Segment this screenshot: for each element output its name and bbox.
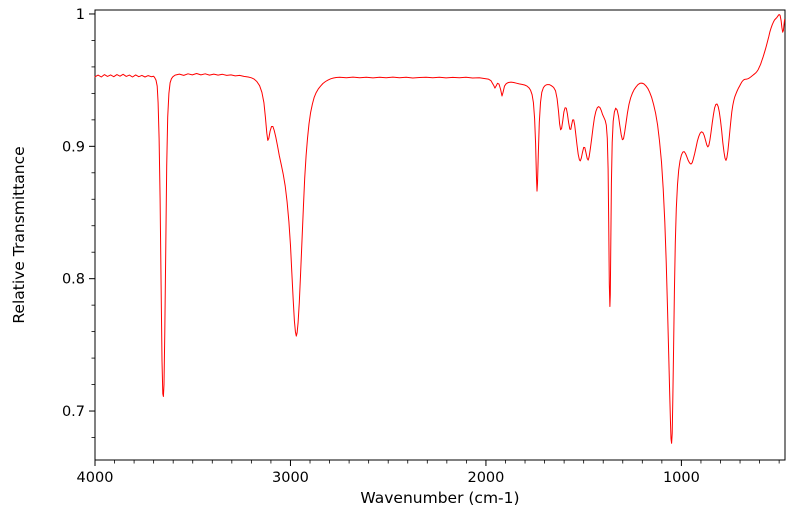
y-tick-label: 1 (76, 7, 85, 23)
x-tick-label: 3000 (272, 470, 309, 486)
spectrum-line (94, 14, 786, 444)
x-axis-label: Wavenumber (cm-1) (360, 489, 520, 507)
y-tick-label: 0.9 (62, 139, 85, 155)
y-axis-label: Relative Transmittance (10, 146, 28, 324)
x-tick-label: 4000 (77, 470, 114, 486)
x-tick-label: 1000 (663, 470, 700, 486)
y-tick-label: 0.8 (62, 272, 85, 288)
y-tick-label: 0.7 (62, 404, 85, 420)
x-tick-label: 2000 (467, 470, 504, 486)
plot-border (94, 9, 786, 461)
